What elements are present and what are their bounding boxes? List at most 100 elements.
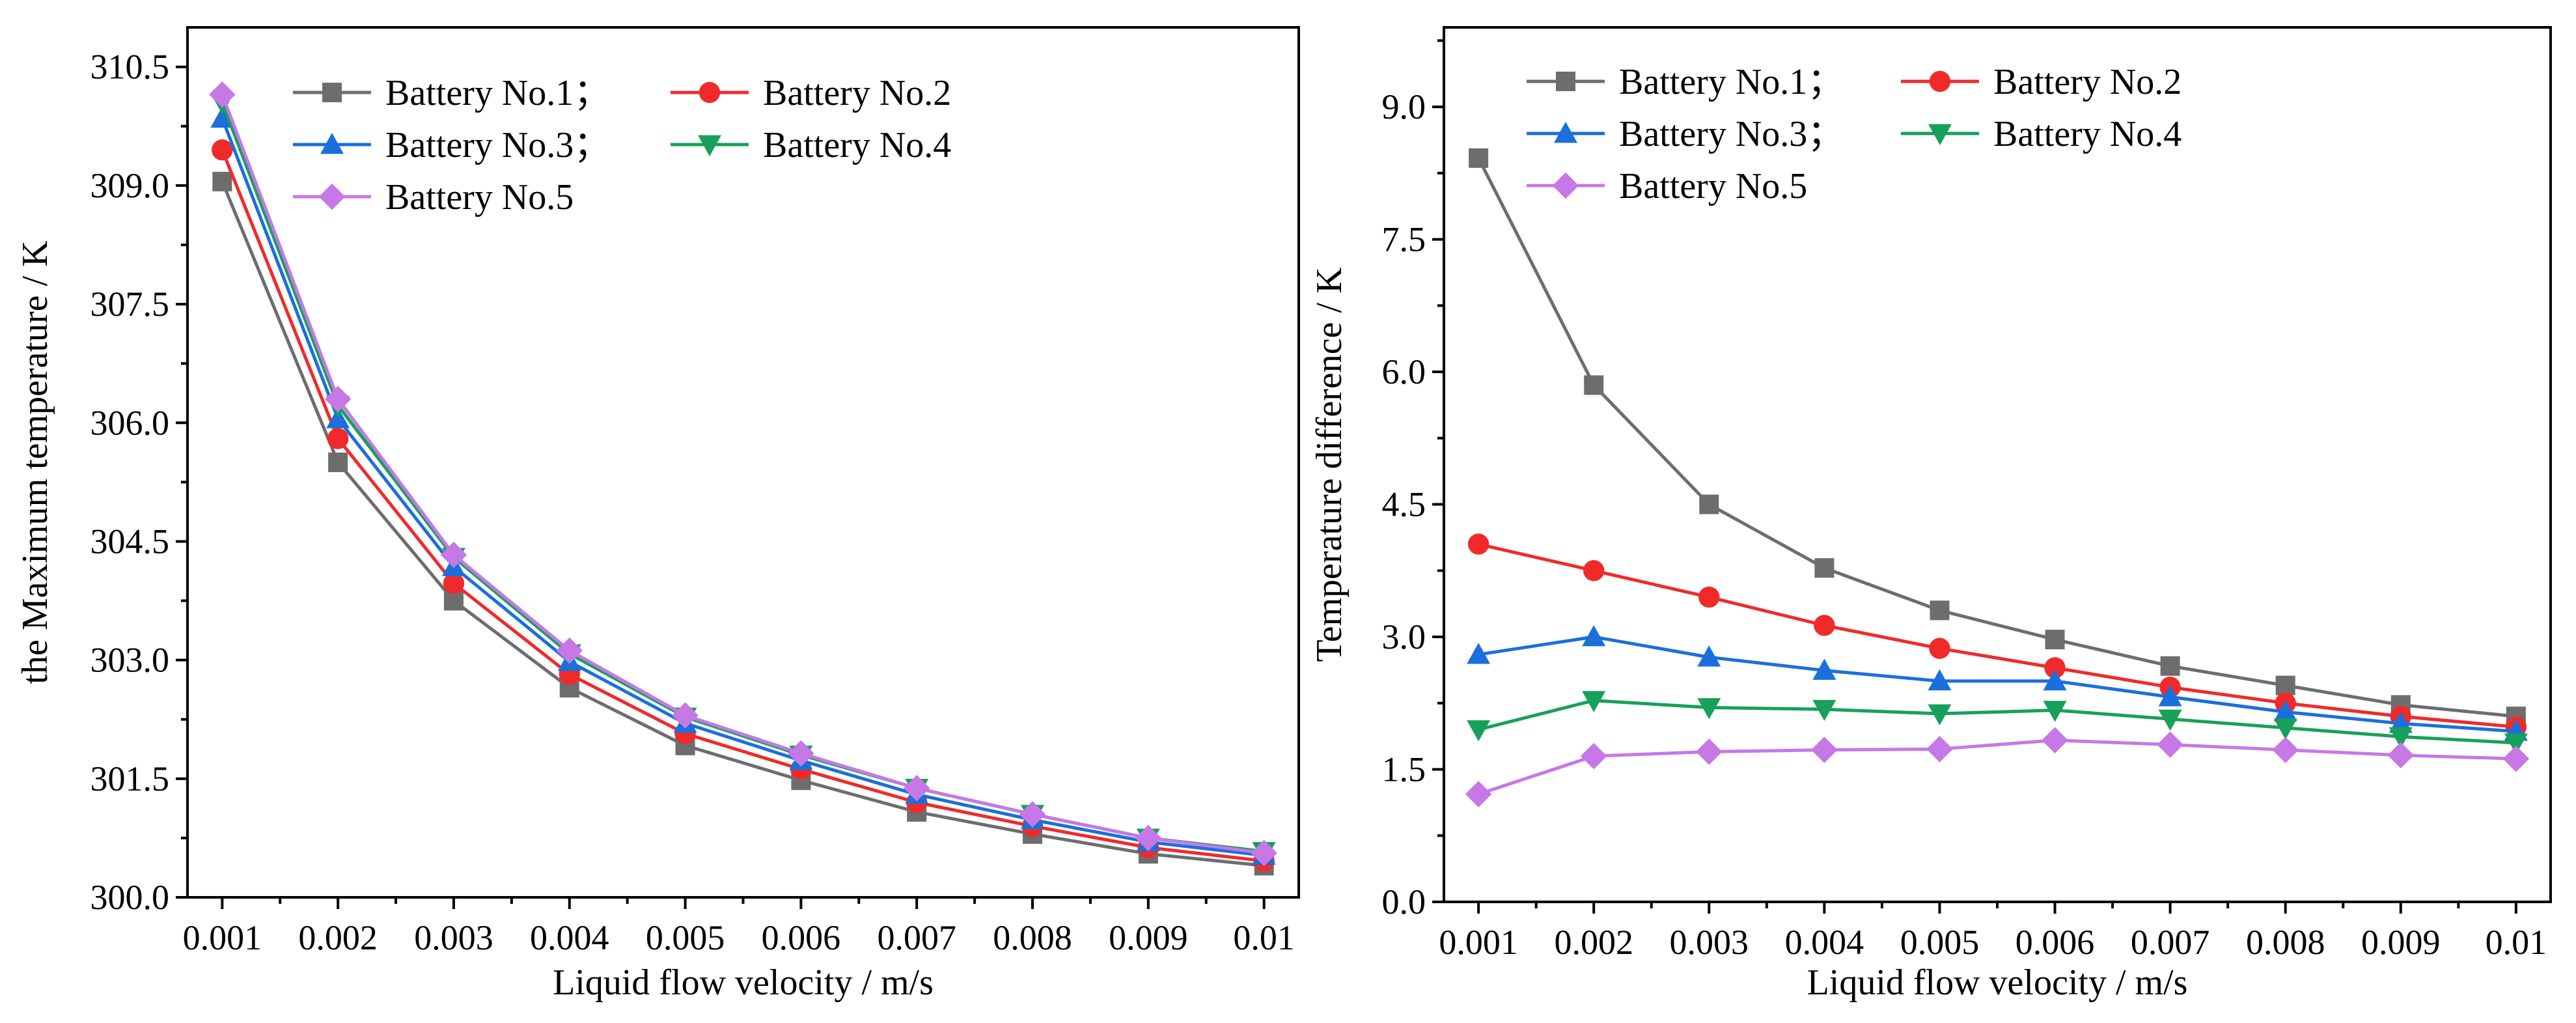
y-axis-title: Temperature difference / K bbox=[1309, 267, 1350, 662]
y-tick-label: 9.0 bbox=[1382, 87, 1426, 126]
data-point-battery-3 bbox=[1582, 625, 1606, 647]
data-point-battery-2 bbox=[1698, 586, 1720, 608]
legend: Battery No.1； Battery No.2 Battery No.3； Ba… bbox=[1527, 62, 2181, 206]
data-point-battery-2 bbox=[2044, 657, 2066, 679]
legend-marker-battery-1 bbox=[1556, 72, 1575, 91]
data-point-battery-5 bbox=[1135, 824, 1162, 852]
series-line-battery-2 bbox=[1478, 542, 2517, 729]
data-point-battery-2 bbox=[212, 139, 233, 161]
x-tick-label: 0.003 bbox=[414, 918, 493, 957]
data-point-battery-1 bbox=[2160, 656, 2180, 676]
data-point-battery-5 bbox=[556, 637, 583, 664]
x-tick-label: 0.002 bbox=[1554, 923, 1633, 962]
y-tick-label: 6.0 bbox=[1382, 352, 1426, 391]
legend-marker-battery-2 bbox=[1929, 70, 1951, 92]
y-tick-label: 310.5 bbox=[90, 48, 170, 87]
data-point-battery-4 bbox=[1467, 720, 1491, 742]
x-tick-label: 0.008 bbox=[2246, 923, 2325, 962]
legend-marker-battery-3 bbox=[320, 133, 344, 154]
data-point-battery-4 bbox=[2158, 709, 2182, 731]
data-point-battery-5 bbox=[1811, 736, 1838, 763]
y-tick-label: 4.5 bbox=[1382, 485, 1426, 524]
x-tick-label: 0.004 bbox=[530, 918, 609, 957]
legend-marker-battery-1 bbox=[322, 83, 342, 102]
data-point-battery-2 bbox=[327, 428, 349, 449]
legend-label-battery-4: Battery No.4 bbox=[763, 125, 951, 165]
series-line-battery-4 bbox=[221, 102, 1264, 854]
y-tick-label: 300.0 bbox=[90, 878, 170, 917]
data-point-battery-1 bbox=[2275, 675, 2295, 695]
x-tick-label: 0.003 bbox=[1670, 923, 1749, 962]
data-point-battery-2 bbox=[1814, 615, 1835, 636]
legend-marker-battery-4 bbox=[698, 135, 721, 156]
x-tick-label: 0.004 bbox=[1785, 923, 1864, 962]
legend-label-battery-4: Battery No.4 bbox=[1993, 114, 2181, 154]
data-point-battery-3 bbox=[2273, 700, 2297, 722]
data-point-battery-1 bbox=[1584, 375, 1604, 395]
plot-frame bbox=[1443, 26, 2552, 903]
legend: Battery No.1； Battery No.2 Battery No.3； Ba… bbox=[293, 73, 951, 217]
x-tick-label: 0.006 bbox=[762, 918, 841, 957]
x-tick-label: 0.005 bbox=[646, 918, 725, 957]
legend-label-battery-5: Battery No.5 bbox=[385, 177, 574, 217]
x-tick-label: 0.01 bbox=[1233, 918, 1295, 957]
y-axis-title: the Maximum temperature / K bbox=[15, 240, 55, 684]
data-point-battery-1 bbox=[212, 171, 232, 191]
data-point-battery-5 bbox=[903, 775, 930, 802]
chart-left: 0.001 0.002 0.003 0.004 0.005 0.006 0.007 0.008… bbox=[15, 26, 1300, 1003]
x-tick-label: 0.006 bbox=[2015, 923, 2095, 962]
legend-label-battery-3: Battery No.3； bbox=[385, 125, 610, 165]
data-point-battery-5 bbox=[209, 81, 236, 108]
data-point-battery-3 bbox=[1812, 658, 1836, 680]
x-tick-label: 0.01 bbox=[2486, 923, 2547, 962]
data-point-battery-3 bbox=[1697, 645, 1721, 667]
data-point-battery-5 bbox=[2272, 736, 2299, 763]
legend-marker-battery-3 bbox=[1554, 122, 1577, 143]
x-tick-label: 0.007 bbox=[877, 918, 956, 957]
data-point-battery-1 bbox=[1930, 600, 1950, 621]
data-point-battery-4 bbox=[1812, 699, 1836, 722]
data-point-battery-3 bbox=[2043, 669, 2067, 691]
data-point-battery-4 bbox=[2043, 701, 2067, 722]
series-line-battery-3 bbox=[221, 117, 1264, 858]
legend-marker-battery-4 bbox=[1928, 124, 1952, 145]
legend-label-battery-5: Battery No.5 bbox=[1619, 166, 1807, 206]
legend-label-battery-1: Battery No.1； bbox=[385, 73, 610, 113]
series-line-battery-4 bbox=[1478, 699, 2517, 745]
data-point-battery-3 bbox=[1928, 669, 1952, 691]
data-point-battery-2 bbox=[443, 572, 465, 595]
legend-marker-battery-2 bbox=[699, 81, 721, 104]
x-axis-title: Liquid flow velocity / m/s bbox=[553, 962, 934, 1003]
data-point-battery-5 bbox=[1926, 736, 1953, 763]
data-point-battery-1 bbox=[2045, 630, 2065, 650]
legend-label-battery-3: Battery No.3； bbox=[1619, 114, 1844, 154]
data-point-battery-5 bbox=[2157, 731, 2183, 758]
legend-label-battery-1: Battery No.1； bbox=[1619, 62, 1844, 102]
data-point-battery-1 bbox=[1699, 494, 1719, 514]
y-tick-label: 7.5 bbox=[1382, 220, 1426, 259]
series-line-battery-2 bbox=[221, 149, 1264, 863]
data-point-battery-1 bbox=[443, 591, 464, 611]
series-line-battery-3 bbox=[1478, 635, 2517, 733]
data-point-battery-1 bbox=[1469, 148, 1489, 168]
y-tick-label: 3.0 bbox=[1382, 617, 1426, 656]
x-tick-label: 0.009 bbox=[1109, 918, 1188, 957]
data-point-battery-5 bbox=[1580, 742, 1607, 770]
x-axis-title: Liquid flow velocity / m/s bbox=[1807, 962, 2188, 1003]
y-tick-label: 301.5 bbox=[90, 759, 170, 798]
data-point-battery-5 bbox=[1019, 801, 1046, 828]
series-line-battery-1 bbox=[1476, 157, 2517, 718]
data-point-battery-2 bbox=[1583, 560, 1605, 582]
data-point-battery-5 bbox=[788, 740, 814, 767]
x-tick-label: 0.007 bbox=[2131, 923, 2210, 962]
y-tick-label: 0.0 bbox=[1382, 882, 1426, 921]
series-line-battery-1 bbox=[221, 180, 1264, 867]
legend-label-battery-2: Battery No.2 bbox=[763, 73, 951, 113]
legend-label-battery-2: Battery No.2 bbox=[1993, 62, 2181, 102]
data-point-battery-3 bbox=[1467, 643, 1491, 664]
data-point-battery-5 bbox=[1465, 781, 1492, 807]
data-point-battery-4 bbox=[2273, 718, 2297, 740]
x-tick-label: 0.001 bbox=[183, 918, 262, 957]
data-point-battery-5 bbox=[440, 541, 467, 568]
